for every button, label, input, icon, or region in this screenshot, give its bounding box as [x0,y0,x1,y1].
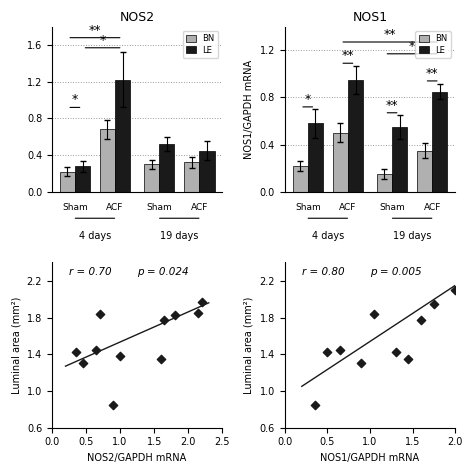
Text: **: ** [89,24,101,37]
Bar [392,127,407,192]
Point [371,310,378,318]
Text: 4 days: 4 days [79,231,111,241]
Point [451,286,459,294]
Text: ACF: ACF [339,203,356,212]
Title: NOS2: NOS2 [119,11,155,24]
Point [337,346,344,354]
Bar [432,91,447,192]
Text: **: ** [386,99,398,111]
Point [116,352,124,360]
Bar [333,133,348,192]
Point [392,348,399,356]
Text: *: * [100,34,106,47]
Point [171,311,178,319]
Text: *: * [72,93,78,107]
Text: **: ** [342,49,354,62]
Text: *: * [409,40,415,53]
Bar [159,144,174,192]
Bar [308,123,323,192]
Bar [184,163,200,192]
Bar [60,172,75,192]
Point [96,310,103,318]
Point [195,309,202,317]
Text: p = 0.024: p = 0.024 [137,267,189,277]
Text: ACF: ACF [106,203,124,212]
Legend: BN, LE: BN, LE [415,31,451,58]
Text: r = 0.70: r = 0.70 [69,267,111,277]
X-axis label: NOS1/GAPDH mRNA: NOS1/GAPDH mRNA [320,453,419,463]
Point [324,348,331,356]
Point [198,298,206,306]
Y-axis label: Luminal area (mm²): Luminal area (mm²) [244,296,254,394]
Text: ACF: ACF [423,203,441,212]
Legend: BN, LE: BN, LE [182,31,218,58]
Point [92,346,100,354]
Text: **: ** [384,28,396,41]
Bar [75,166,90,192]
Bar [348,80,363,192]
Point [157,355,165,363]
Text: Sham: Sham [379,203,405,212]
Point [79,360,86,367]
Y-axis label: NOS1/GAPDH mRNA: NOS1/GAPDH mRNA [244,60,254,159]
Bar [417,151,432,192]
X-axis label: NOS2/GAPDH mRNA: NOS2/GAPDH mRNA [88,453,187,463]
Text: Sham: Sham [146,203,172,212]
Bar [144,164,159,192]
Text: r = 0.80: r = 0.80 [302,267,345,277]
Text: 4 days: 4 days [312,231,344,241]
Text: 19 days: 19 days [393,231,431,241]
Bar [200,151,215,192]
Point [430,300,438,308]
Text: *: * [305,93,311,106]
Point [358,360,365,367]
Text: 19 days: 19 days [160,231,199,241]
Point [404,355,412,363]
Bar [292,166,308,192]
Point [72,348,80,356]
Point [161,317,168,324]
Bar [115,80,130,192]
Text: **: ** [426,67,438,80]
Text: ACF: ACF [191,203,208,212]
Point [311,401,319,409]
Point [417,317,425,324]
Text: Sham: Sham [295,203,320,212]
Bar [377,174,392,192]
Y-axis label: Luminal area (mm²): Luminal area (mm²) [11,296,21,394]
Bar [100,129,115,192]
Text: Sham: Sham [62,203,88,212]
Title: NOS1: NOS1 [352,11,388,24]
Text: p = 0.005: p = 0.005 [370,267,421,277]
Point [109,401,117,409]
